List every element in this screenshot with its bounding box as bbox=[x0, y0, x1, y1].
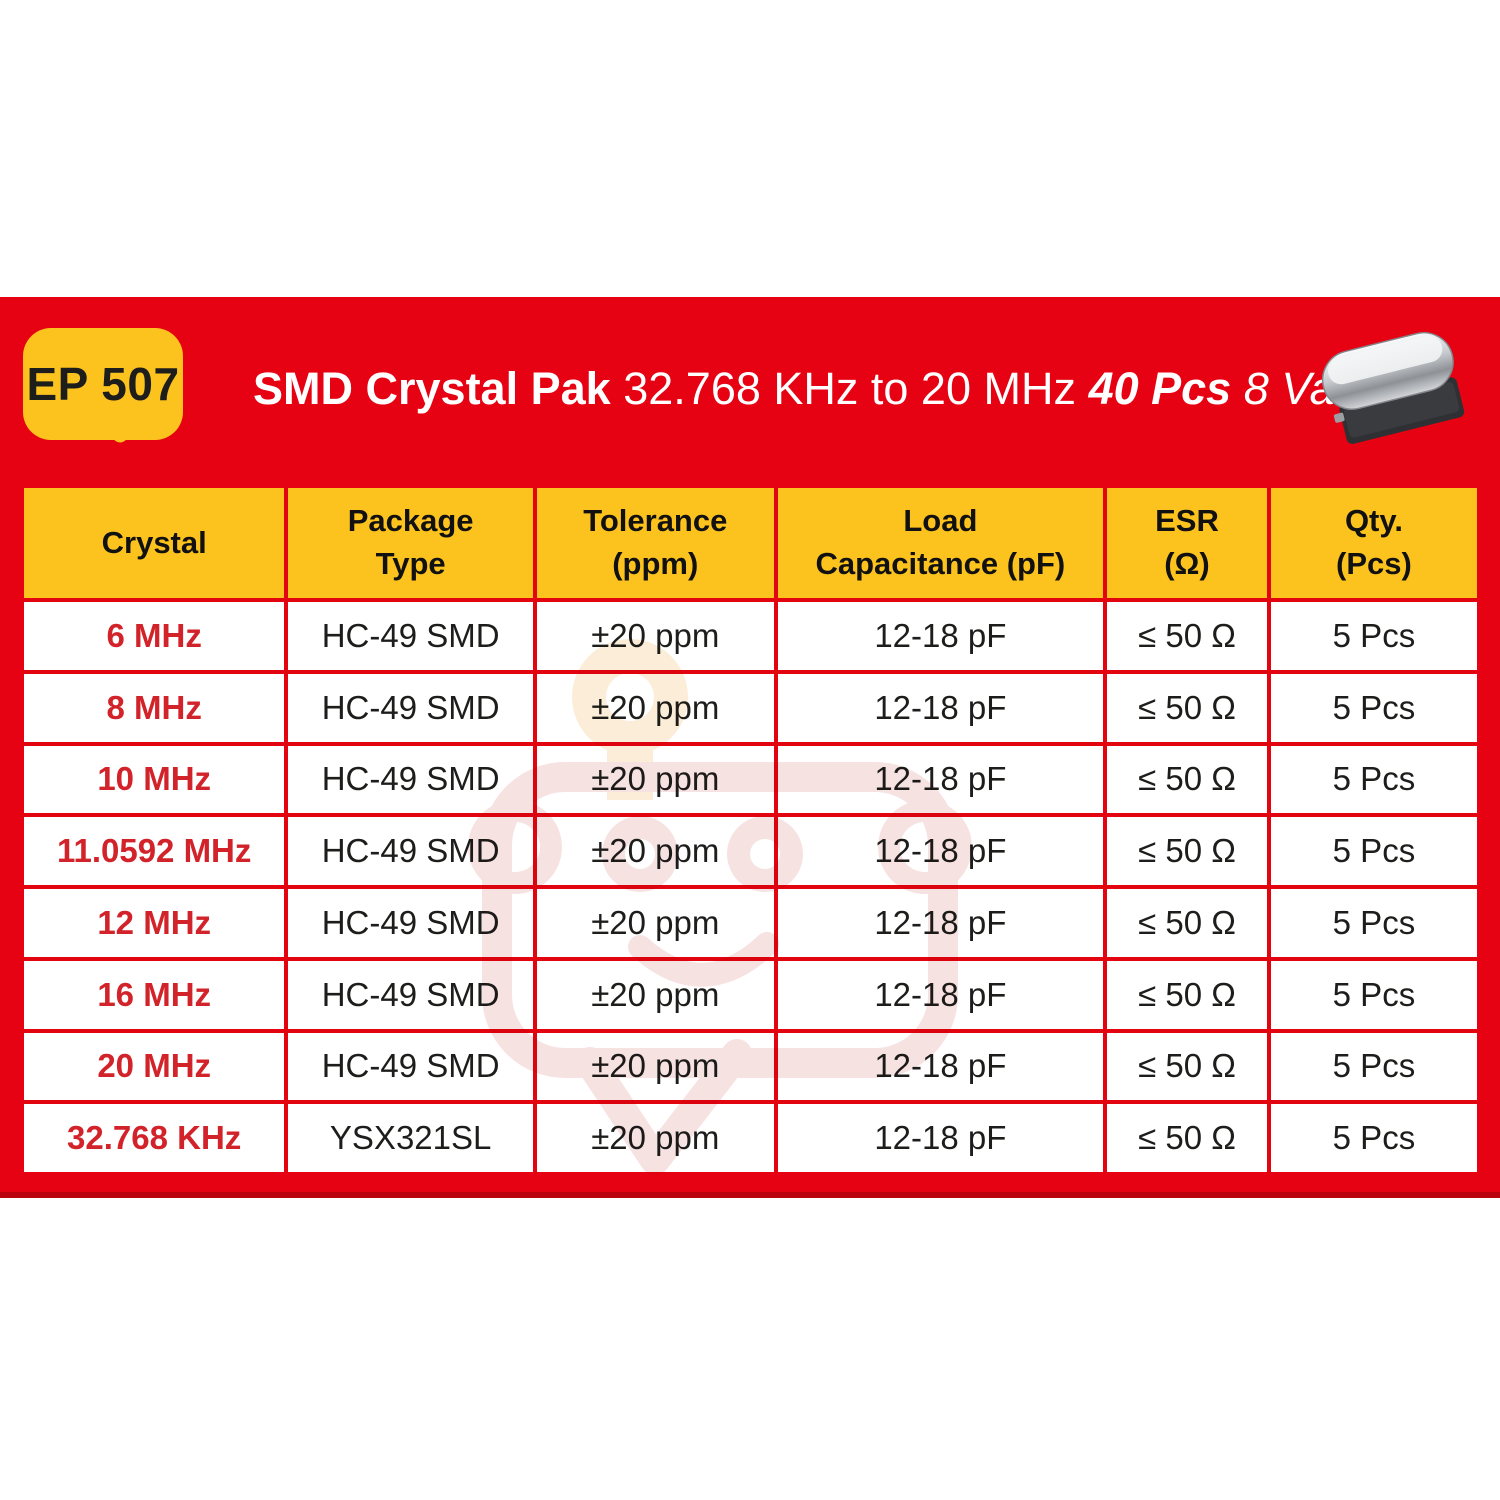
header-line: (Ω) bbox=[1164, 546, 1210, 581]
header-line: (ppm) bbox=[612, 546, 699, 581]
table-cell-crystal: 12 MHz bbox=[24, 889, 285, 957]
header-line: Crystal bbox=[101, 524, 207, 560]
table-cell-qty: 5 Pcs bbox=[1270, 817, 1477, 885]
column-header-package-type: Package Type bbox=[288, 488, 533, 598]
table-cell-package: HC-49 SMD bbox=[288, 889, 533, 957]
column-header-load-capacitance: Load Capacitance (pF) bbox=[777, 488, 1104, 598]
table-cell-crystal: 6 MHz bbox=[24, 602, 285, 670]
table-cell-tolerance: ±20 ppm bbox=[536, 817, 774, 885]
table-cell-qty: 5 Pcs bbox=[1270, 1032, 1477, 1101]
table-cell-esr: ≤ 50 Ω bbox=[1107, 1032, 1267, 1101]
table-cell-load-capacitance: 12-18 pF bbox=[777, 745, 1104, 814]
table-cell-tolerance: ±20 ppm bbox=[536, 602, 774, 670]
table-cell-esr: ≤ 50 Ω bbox=[1107, 673, 1267, 742]
table-cell-package: YSX321SL bbox=[288, 1104, 533, 1172]
ep-badge-label: EP 507 bbox=[26, 358, 180, 410]
ep-badge: EP 507 bbox=[23, 328, 183, 440]
table-cell-qty: 5 Pcs bbox=[1270, 1104, 1477, 1172]
header-line: ESR bbox=[1155, 503, 1219, 539]
table-cell-package: HC-49 SMD bbox=[288, 960, 533, 1029]
table-cell-crystal: 20 MHz bbox=[24, 1032, 285, 1101]
table-cell-load-capacitance: 12-18 pF bbox=[777, 960, 1104, 1029]
header-line: Capacitance (pF) bbox=[815, 546, 1066, 581]
table-cell-qty: 5 Pcs bbox=[1270, 960, 1477, 1029]
spec-table: Crystal Package Type Tolerance (ppm) Loa… bbox=[24, 488, 1477, 1172]
table-cell-tolerance: ±20 ppm bbox=[536, 1104, 774, 1172]
title-frequency-range: 32.768 KHz to 20 MHz bbox=[623, 363, 1076, 414]
table-cell-qty: 5 Pcs bbox=[1270, 602, 1477, 670]
table-cell-tolerance: ±20 ppm bbox=[536, 960, 774, 1029]
table-cell-load-capacitance: 12-18 pF bbox=[777, 602, 1104, 670]
table-cell-crystal: 8 MHz bbox=[24, 673, 285, 742]
table-cell-qty: 5 Pcs bbox=[1270, 745, 1477, 814]
column-header-qty: Qty. (Pcs) bbox=[1270, 488, 1477, 598]
table-cell-tolerance: ±20 ppm bbox=[536, 673, 774, 742]
table-cell-esr: ≤ 50 Ω bbox=[1107, 817, 1267, 885]
title-product-name: SMD Crystal Pak bbox=[253, 363, 611, 414]
table-cell-load-capacitance: 12-18 pF bbox=[777, 1104, 1104, 1172]
title-piece-count: 40 Pcs bbox=[1088, 363, 1232, 414]
column-header-tolerance: Tolerance (ppm) bbox=[536, 488, 774, 598]
table-cell-esr: ≤ 50 Ω bbox=[1107, 602, 1267, 670]
table-cell-esr: ≤ 50 Ω bbox=[1107, 1104, 1267, 1172]
table-cell-load-capacitance: 12-18 pF bbox=[777, 817, 1104, 885]
table-cell-crystal: 16 MHz bbox=[24, 960, 285, 1029]
column-header-esr: ESR (Ω) bbox=[1107, 488, 1267, 598]
table-cell-package: HC-49 SMD bbox=[288, 1032, 533, 1101]
table-cell-esr: ≤ 50 Ω bbox=[1107, 745, 1267, 814]
table-cell-crystal: 10 MHz bbox=[24, 745, 285, 814]
table-cell-esr: ≤ 50 Ω bbox=[1107, 889, 1267, 957]
table-cell-crystal: 32.768 KHz bbox=[24, 1104, 285, 1172]
header-line: Qty. bbox=[1344, 503, 1403, 539]
header-line: Type bbox=[375, 546, 446, 581]
table-cell-tolerance: ±20 ppm bbox=[536, 889, 774, 957]
table-cell-package: HC-49 SMD bbox=[288, 817, 533, 885]
table-cell-load-capacitance: 12-18 pF bbox=[777, 889, 1104, 957]
table-cell-tolerance: ±20 ppm bbox=[536, 1032, 774, 1101]
table-cell-tolerance: ±20 ppm bbox=[536, 745, 774, 814]
table-cell-qty: 5 Pcs bbox=[1270, 889, 1477, 957]
page-title: SMD Crystal Pak 32.768 KHz to 20 MHz 40 … bbox=[253, 359, 1417, 419]
smd-crystal-photo bbox=[1321, 332, 1465, 444]
table-cell-load-capacitance: 12-18 pF bbox=[777, 673, 1104, 742]
header-line: (Pcs) bbox=[1336, 546, 1412, 581]
column-header-crystal: Crystal bbox=[24, 488, 285, 598]
red-card: EP 507 SMD Crystal Pak 32.768 KHz to 20 … bbox=[0, 297, 1500, 1198]
table-cell-qty: 5 Pcs bbox=[1270, 673, 1477, 742]
table-cell-esr: ≤ 50 Ω bbox=[1107, 960, 1267, 1029]
header-line: Load bbox=[903, 503, 978, 539]
table-cell-package: HC-49 SMD bbox=[288, 602, 533, 670]
header-line: Package bbox=[347, 503, 474, 539]
header-line: Tolerance bbox=[583, 503, 728, 539]
table-cell-crystal: 11.0592 MHz bbox=[24, 817, 285, 885]
table-cell-package: HC-49 SMD bbox=[288, 745, 533, 814]
table-cell-package: HC-49 SMD bbox=[288, 673, 533, 742]
table-cell-load-capacitance: 12-18 pF bbox=[777, 1032, 1104, 1101]
